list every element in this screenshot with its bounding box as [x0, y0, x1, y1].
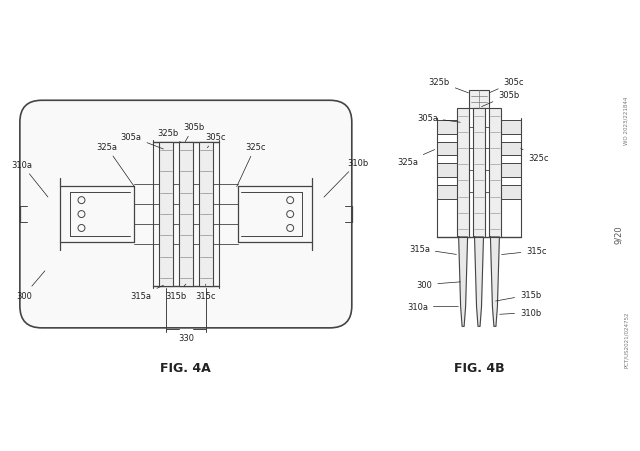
- Bar: [437, 186, 457, 200]
- Text: WO 2023/221844: WO 2023/221844: [623, 96, 628, 144]
- Text: 315c: 315c: [502, 247, 547, 256]
- Bar: [437, 164, 457, 178]
- Bar: [179, 143, 193, 286]
- Bar: [159, 143, 173, 286]
- Bar: [501, 142, 521, 156]
- Text: 305c: 305c: [490, 78, 524, 93]
- Text: 300: 300: [417, 281, 460, 290]
- Text: 310b: 310b: [500, 308, 541, 317]
- Text: 325b: 325b: [157, 129, 180, 143]
- Text: FIG. 4B: FIG. 4B: [454, 361, 504, 374]
- Text: 315b: 315b: [495, 290, 541, 301]
- Text: 325a: 325a: [96, 143, 134, 188]
- Text: 9/20: 9/20: [614, 225, 623, 244]
- Text: 325c: 325c: [237, 143, 266, 187]
- Bar: [199, 143, 212, 286]
- Text: 330: 330: [178, 334, 194, 343]
- Bar: [501, 164, 521, 178]
- Polygon shape: [474, 237, 483, 327]
- Bar: [501, 186, 521, 200]
- Text: 305b: 305b: [481, 91, 520, 107]
- FancyBboxPatch shape: [20, 101, 352, 328]
- Bar: [469, 91, 489, 109]
- Text: 325c: 325c: [521, 149, 549, 162]
- Text: PCT/US2021/024752: PCT/US2021/024752: [623, 310, 628, 367]
- Text: 325b: 325b: [429, 78, 468, 94]
- Text: 325a: 325a: [397, 150, 435, 166]
- Text: 305b: 305b: [183, 123, 204, 142]
- Text: 310b: 310b: [324, 159, 369, 198]
- Text: 315b: 315b: [165, 285, 186, 300]
- Text: 300: 300: [16, 271, 45, 300]
- Text: 305c: 305c: [205, 133, 226, 148]
- Bar: [457, 109, 469, 237]
- Text: 305a: 305a: [121, 133, 163, 150]
- Polygon shape: [490, 237, 499, 327]
- Text: 310a: 310a: [12, 161, 48, 198]
- Text: 315c: 315c: [195, 285, 216, 300]
- Bar: [437, 142, 457, 156]
- Text: FIG. 4A: FIG. 4A: [161, 361, 211, 374]
- Text: 310a: 310a: [407, 302, 458, 311]
- Bar: [473, 109, 485, 237]
- Bar: [437, 120, 457, 134]
- Text: 305a: 305a: [417, 114, 460, 123]
- Bar: [501, 120, 521, 134]
- Bar: [489, 109, 501, 237]
- Polygon shape: [459, 237, 468, 327]
- Text: 315a: 315a: [409, 245, 456, 255]
- Text: 315a: 315a: [131, 285, 163, 300]
